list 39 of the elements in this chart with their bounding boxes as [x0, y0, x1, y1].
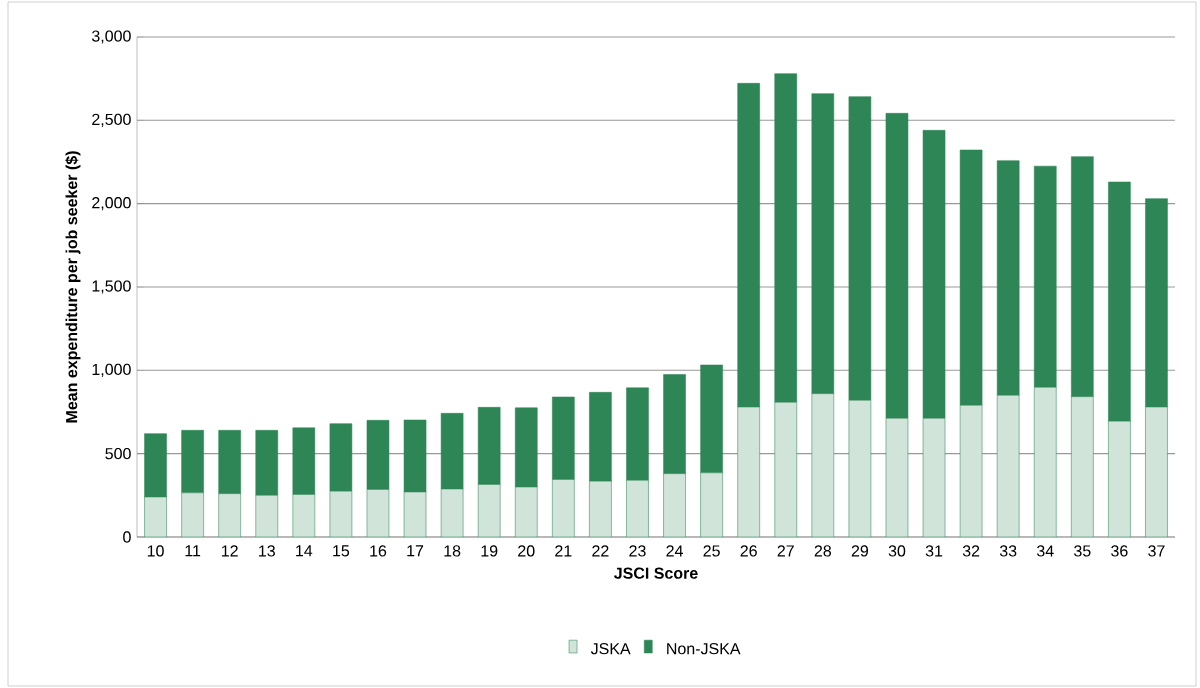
y-tick-label: 0 — [123, 531, 131, 543]
legend-label: Non-JSKA — [667, 643, 741, 655]
x-tick-label: 17 — [407, 545, 424, 557]
y-tick-label: 2,500 — [92, 113, 131, 127]
y-axis-title: Mean expenditure per job seeker ($) — [65, 151, 81, 423]
x-tick-label: 21 — [555, 545, 572, 557]
x-tick-label: 11 — [185, 545, 201, 557]
x-tick-label: 37 — [1148, 545, 1165, 557]
x-tick-label: 31 — [925, 545, 943, 557]
x-tick-label: 23 — [629, 545, 646, 557]
x-tick-label: 25 — [703, 545, 720, 557]
y-tick-label: 1,500 — [92, 280, 131, 294]
x-tick-label: 18 — [444, 545, 461, 557]
y-tick-label: 500 — [105, 448, 131, 460]
x-tick-label: 20 — [518, 545, 535, 557]
x-tick-label: 29 — [851, 545, 869, 557]
y-tick-label: 1,000 — [92, 363, 131, 377]
x-axis-title: JSCI Score — [614, 567, 698, 579]
x-tick-label: 30 — [888, 545, 906, 557]
x-tick-label: 28 — [814, 545, 832, 557]
x-tick-label: 32 — [962, 545, 980, 557]
x-tick-label: 12 — [222, 545, 238, 557]
x-tick-label: 35 — [1074, 545, 1091, 557]
x-tick-label: 26 — [740, 545, 757, 557]
x-tick-label: 14 — [296, 545, 313, 557]
x-tick-label: 15 — [333, 545, 350, 557]
x-tick-label: 19 — [481, 545, 498, 557]
x-tick-label: 22 — [592, 545, 609, 557]
x-tick-label: 36 — [1111, 545, 1128, 557]
x-tick-label: 10 — [147, 545, 164, 557]
x-tick-label: 33 — [999, 545, 1017, 557]
x-tick-label: 16 — [370, 545, 387, 557]
y-tick-label: 2,000 — [92, 197, 131, 211]
x-tick-label: 27 — [777, 545, 794, 557]
x-tick-label: 24 — [666, 545, 683, 557]
legend-label: JSKA — [590, 643, 631, 655]
x-tick-label: 13 — [259, 545, 275, 557]
x-tick-label: 34 — [1036, 545, 1054, 557]
y-tick-label: 3,000 — [91, 30, 131, 44]
